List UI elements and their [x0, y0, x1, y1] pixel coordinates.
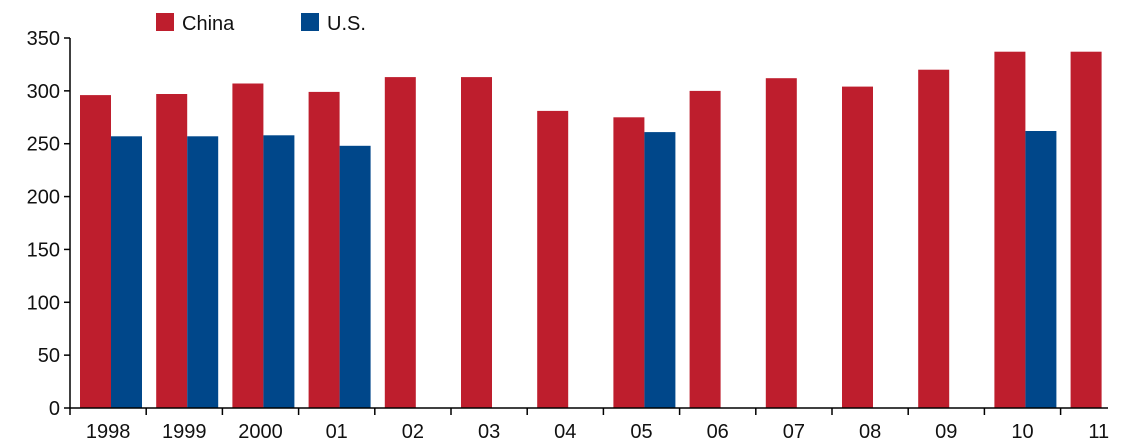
bar-china-10	[994, 51, 1026, 408]
x-tick-label-10: 10	[1011, 421, 1033, 442]
bar-us-05	[644, 132, 676, 408]
legend-swatch-china	[156, 13, 174, 31]
x-tick-label-2000: 2000	[238, 421, 283, 442]
legend: China U.S.	[156, 13, 366, 35]
x-tick-label-04: 04	[554, 421, 576, 442]
x-tick-label-09: 09	[935, 421, 957, 442]
bar-us-01	[339, 145, 371, 409]
bar-china-02	[384, 77, 416, 408]
x-tick-label-05: 05	[630, 421, 652, 442]
y-tick-label-200: 200	[27, 187, 60, 209]
x-tick-label-02: 02	[402, 421, 424, 442]
bar-china-07	[765, 78, 797, 408]
bar-china-03	[461, 77, 492, 408]
y-tick-label-0: 0	[49, 398, 60, 420]
bar-china-2000	[232, 83, 264, 408]
bar-china-05	[613, 117, 645, 409]
y-tick-label-50: 50	[38, 345, 60, 367]
x-tick-label-03: 03	[478, 421, 500, 442]
bars-group	[80, 51, 1102, 409]
bar-china-11	[1070, 51, 1102, 408]
bar-china-1999	[156, 94, 188, 408]
bar-china-04	[537, 110, 569, 409]
x-tick-label-07: 07	[783, 421, 805, 442]
x-tick-label-06: 06	[707, 421, 729, 442]
y-tick-label-350: 350	[27, 28, 60, 50]
bar-china-01	[308, 91, 340, 409]
legend-label-us: U.S.	[327, 13, 366, 35]
x-tick-label-08: 08	[859, 421, 881, 442]
bar-us-2000	[263, 135, 295, 409]
x-tick-label-1999: 1999	[162, 421, 207, 442]
bar-china-06	[689, 90, 721, 409]
bar-us-1998	[111, 136, 142, 409]
bar-us-1999	[187, 136, 219, 409]
y-tick-label-300: 300	[27, 81, 60, 103]
y-tick-label-100: 100	[27, 292, 60, 314]
y-tick-label-150: 150	[27, 239, 60, 261]
bar-china-09	[918, 69, 950, 408]
bar-china-08	[842, 86, 873, 408]
bar-china-1998	[80, 95, 111, 408]
y-tick-label-250: 250	[27, 134, 60, 156]
x-tick-label-1998: 1998	[86, 421, 131, 442]
axes-group: 1998 1999 2000 01 02 03 04 05 06 07 08 09 10 11 0 50 100…	[27, 28, 1109, 442]
legend-swatch-us	[301, 13, 319, 31]
x-tick-label-01: 01	[326, 421, 348, 442]
legend-label-china: China	[182, 13, 235, 35]
bar-us-10	[1025, 131, 1057, 408]
x-tick-label-11: 11	[1088, 421, 1109, 442]
